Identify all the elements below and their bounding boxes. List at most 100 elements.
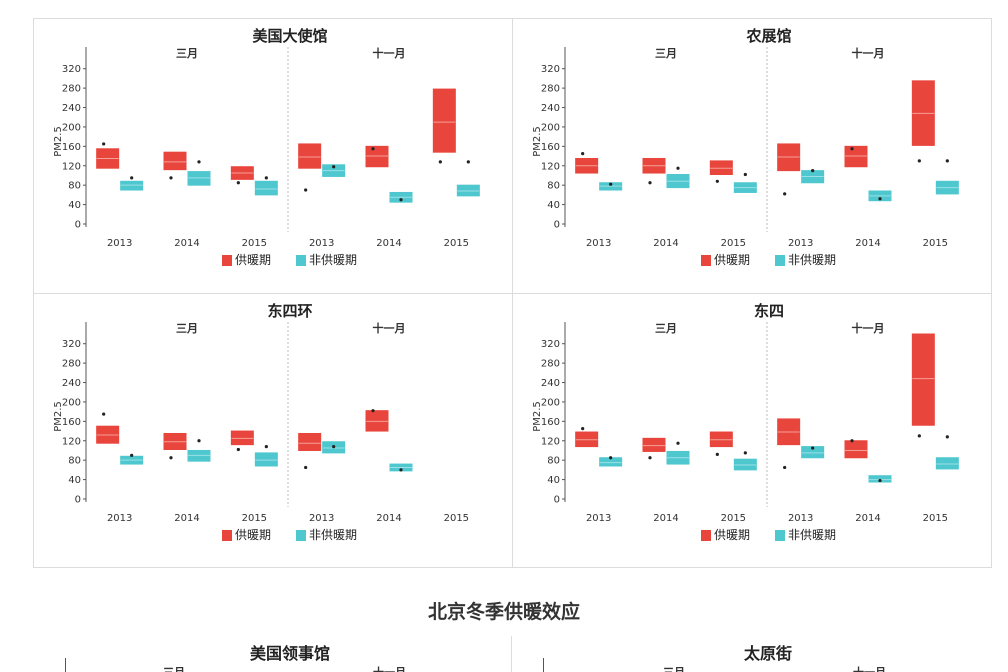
x-tick-label: 2015 xyxy=(923,513,948,524)
partial-panel-title: 太原街 xyxy=(743,644,792,663)
outlier-point xyxy=(264,176,268,180)
x-tick-label: 2013 xyxy=(107,238,132,249)
y-tick-label: 280 xyxy=(62,84,81,95)
x-tick-label: 2014 xyxy=(653,513,678,524)
panel-1: 美国大使馆 三月 十一月 0 40 80 120 160 200 240 280 320 PM2.5 20… xyxy=(34,19,512,293)
outlier-point xyxy=(197,160,201,164)
partial-facet-label: 十一月 xyxy=(373,664,406,672)
outlier-point xyxy=(878,197,882,201)
partial-panel-divider xyxy=(511,636,512,672)
outlier-point xyxy=(878,478,882,483)
partial-axis xyxy=(543,658,544,672)
y-tick-label: 80 xyxy=(547,456,560,467)
y-tick-label: 0 xyxy=(554,220,560,231)
outlier-point xyxy=(917,434,921,438)
legend-label-non-heating: 非供暖期 xyxy=(309,528,357,542)
outlier-point xyxy=(130,176,134,180)
heating-box xyxy=(298,432,322,451)
figure-caption: 北京冬季供暖效应 xyxy=(427,601,580,623)
y-tick-label: 40 xyxy=(68,200,81,211)
y-tick-label: 160 xyxy=(541,142,560,153)
heating-box xyxy=(844,440,868,459)
x-tick-label: 2015 xyxy=(242,513,267,524)
y-tick-label: 120 xyxy=(62,161,81,172)
panel-title: 东四环 xyxy=(267,302,312,320)
outlier-point xyxy=(332,444,336,449)
y-tick-label: 320 xyxy=(62,64,81,75)
legend-swatch-non-heating xyxy=(296,530,306,541)
heating-box xyxy=(432,88,456,153)
panel-divider-horizontal xyxy=(34,293,991,294)
legend-swatch-heating xyxy=(701,530,711,541)
panel-title: 东四 xyxy=(754,302,784,320)
y-tick-label: 120 xyxy=(62,436,81,447)
partial-facet-label: 三月 xyxy=(663,664,685,672)
y-tick-label: 320 xyxy=(62,339,81,350)
x-tick-label: 2013 xyxy=(788,238,813,249)
y-tick-label: 320 xyxy=(541,339,560,350)
legend-label-non-heating: 非供暖期 xyxy=(788,253,836,267)
outlier-point xyxy=(304,465,308,470)
y-tick-label: 200 xyxy=(62,122,81,133)
x-tick-label: 2014 xyxy=(174,513,199,524)
x-tick-label: 2015 xyxy=(242,238,267,249)
legend-label-heating: 供暖期 xyxy=(235,528,271,542)
y-tick-label: 40 xyxy=(547,475,560,486)
non-heating-box xyxy=(254,180,278,196)
y-tick-label: 0 xyxy=(75,220,81,231)
x-tick-label: 2015 xyxy=(721,513,746,524)
legend-swatch-heating xyxy=(701,255,711,266)
outlier-point xyxy=(102,412,106,416)
y-tick-label: 240 xyxy=(62,103,81,114)
outlier-point xyxy=(783,192,787,196)
outlier-point xyxy=(917,159,921,163)
facet-label: 十一月 xyxy=(852,46,885,60)
outlier-point xyxy=(783,465,787,470)
outlier-point xyxy=(169,456,173,460)
y-tick-label: 120 xyxy=(541,161,560,172)
x-tick-label: 2014 xyxy=(174,238,199,249)
x-tick-label: 2013 xyxy=(107,513,132,524)
y-tick-label: 280 xyxy=(541,359,560,370)
partial-facet-label: 十一月 xyxy=(853,664,886,672)
outlier-point xyxy=(648,181,652,185)
outlier-point xyxy=(715,179,719,183)
outlier-point xyxy=(264,444,268,449)
y-axis-label: PM2.5 xyxy=(53,401,64,432)
y-tick-label: 80 xyxy=(68,456,81,467)
non-heating-box xyxy=(935,457,959,470)
x-tick-label: 2014 xyxy=(855,238,880,249)
heating-box xyxy=(911,333,935,426)
outlier-point xyxy=(236,181,240,185)
panel-3: 东四环 三月 十一月 0 40 80 120 160 200 240 280 320 PM2.5 2013… xyxy=(34,294,512,568)
facet-label: 十一月 xyxy=(373,321,406,335)
y-tick-label: 160 xyxy=(62,417,81,428)
y-axis-label: PM2.5 xyxy=(53,126,64,157)
partial-axis xyxy=(65,658,66,672)
x-tick-label: 2013 xyxy=(586,513,611,524)
x-tick-label: 2013 xyxy=(309,513,334,524)
x-tick-label: 2015 xyxy=(444,238,469,249)
y-tick-label: 320 xyxy=(541,64,560,75)
outlier-point xyxy=(609,456,613,460)
outlier-point xyxy=(715,452,719,456)
partial-panel-title: 美国领事馆 xyxy=(249,644,330,663)
x-tick-label: 2013 xyxy=(788,513,813,524)
outlier-point xyxy=(811,169,815,173)
panel-title: 美国大使馆 xyxy=(252,27,327,45)
panel-4: 东四 三月 十一月 0 40 80 120 160 200 240 280 320 PM2.5 2013 2… xyxy=(513,294,991,568)
outlier-point xyxy=(945,159,949,163)
outlier-point xyxy=(945,435,949,439)
legend-label-heating: 供暖期 xyxy=(714,528,750,542)
facet-label: 三月 xyxy=(655,322,677,335)
outlier-point xyxy=(304,188,308,192)
outlier-point xyxy=(197,439,201,443)
heating-box xyxy=(642,437,666,452)
y-tick-label: 200 xyxy=(541,397,560,408)
outlier-point xyxy=(371,147,375,151)
outlier-point xyxy=(130,453,134,457)
legend-label-non-heating: 非供暖期 xyxy=(309,253,357,267)
facet-label: 十一月 xyxy=(852,321,885,335)
panel-title: 农展馆 xyxy=(745,27,791,45)
